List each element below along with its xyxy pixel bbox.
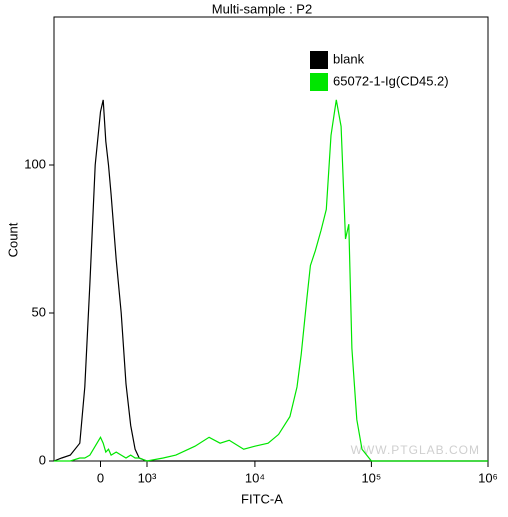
- histogram-line: [53, 99, 488, 462]
- x-tick-label: 0: [97, 470, 104, 485]
- x-tick-label: 10³: [138, 470, 157, 485]
- y-tick-label: 100: [24, 156, 46, 171]
- x-axis-label: FITC-A: [241, 491, 283, 506]
- watermark: WWW.PTGLAB.COM: [351, 443, 480, 457]
- chart-title: Multi-sample : P2: [212, 1, 312, 16]
- y-axis-label: Count: [5, 222, 20, 257]
- x-tick-label: 10⁴: [245, 470, 265, 485]
- legend-label: 65072-1-Ig(CD45.2): [333, 73, 449, 88]
- x-tick-label: 10⁵: [361, 470, 381, 485]
- y-tick-label: 0: [39, 452, 46, 467]
- y-tick-label: 50: [32, 304, 46, 319]
- histogram-line: [54, 99, 488, 462]
- legend-swatch: [310, 73, 328, 91]
- legend-label: blank: [333, 51, 365, 66]
- x-tick-label: 10⁶: [478, 470, 498, 485]
- legend-swatch: [310, 51, 328, 69]
